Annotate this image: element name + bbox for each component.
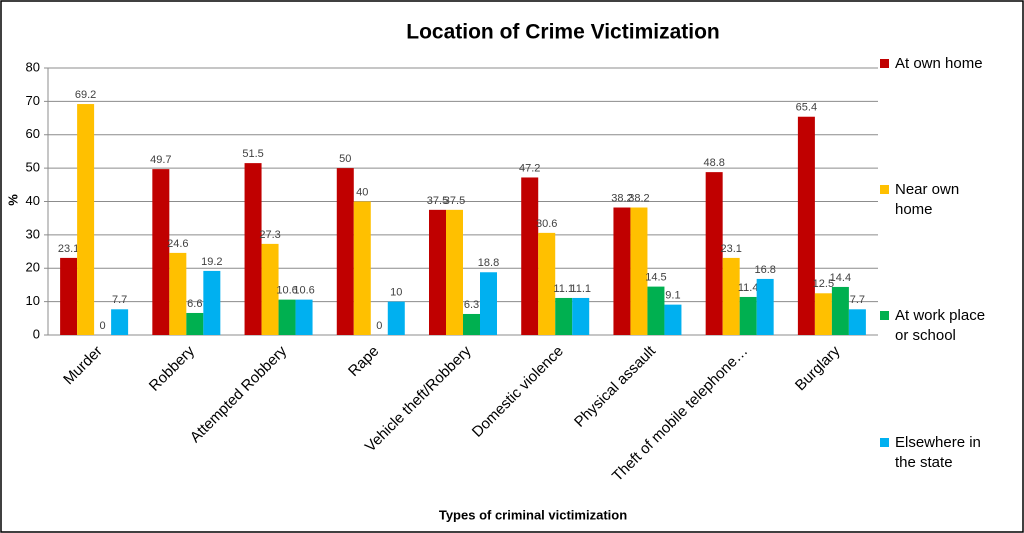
y-axis-label: % xyxy=(5,194,20,206)
data-label: 7.7 xyxy=(112,294,127,306)
data-label: 51.5 xyxy=(242,148,263,160)
chart-title: Location of Crime Victimization xyxy=(406,21,719,44)
bar xyxy=(722,257,740,335)
legend-item: Elsewhere in the state xyxy=(880,433,999,473)
data-label: 69.2 xyxy=(75,89,96,101)
legend-label: At work place or school xyxy=(895,307,986,344)
data-label: 6.6 xyxy=(187,298,202,310)
data-label: 0 xyxy=(100,320,106,332)
legend-swatch xyxy=(880,59,889,68)
data-label: 50 xyxy=(339,153,351,165)
bar xyxy=(261,243,279,335)
bar xyxy=(353,201,371,335)
bar xyxy=(480,272,497,335)
data-label: 24.6 xyxy=(167,238,188,250)
bar xyxy=(295,299,313,335)
legend-label: Near own home xyxy=(895,181,960,218)
data-label: 65.4 xyxy=(796,102,817,114)
bar xyxy=(756,278,774,335)
bar xyxy=(848,309,866,335)
data-label: 10.6 xyxy=(293,285,314,297)
bar xyxy=(613,207,631,335)
data-label: 37.5 xyxy=(427,195,448,207)
data-label: 7.7 xyxy=(850,294,865,306)
bar xyxy=(572,297,590,335)
bar xyxy=(521,177,539,335)
data-label: 10.6 xyxy=(276,285,297,297)
data-label: 16.8 xyxy=(754,264,775,276)
x-axis-label: Types of criminal victimization xyxy=(439,507,627,522)
legend-label: Elsewhere in the state xyxy=(895,434,981,471)
bar xyxy=(739,296,757,335)
data-label: 14.5 xyxy=(645,272,666,284)
bar xyxy=(60,257,78,335)
bar xyxy=(152,169,170,335)
data-label: 0 xyxy=(376,320,382,332)
data-label: 18.8 xyxy=(478,257,499,269)
y-tick-label: 80 xyxy=(26,59,40,74)
y-tick-label: 20 xyxy=(26,260,40,275)
legend-item: Near own home xyxy=(880,180,999,220)
legend-item: At own home xyxy=(880,54,999,74)
data-label: 38.2 xyxy=(611,192,632,204)
bar xyxy=(387,301,405,335)
data-label: 9.1 xyxy=(665,290,680,302)
y-tick-label: 30 xyxy=(26,226,40,241)
bar xyxy=(630,207,648,335)
y-tick-label: 10 xyxy=(26,293,40,308)
y-tick-label: 50 xyxy=(26,160,40,175)
bar xyxy=(77,104,95,335)
data-label: 12.5 xyxy=(813,278,834,290)
y-tick-label: 40 xyxy=(26,193,40,208)
data-label: 38.2 xyxy=(628,192,649,204)
data-label: 27.3 xyxy=(259,229,280,241)
bar xyxy=(429,209,446,335)
data-label: 47.2 xyxy=(519,162,540,174)
data-label: 30.6 xyxy=(536,218,557,230)
data-label: 49.7 xyxy=(150,154,171,166)
data-label: 10 xyxy=(390,287,402,299)
data-label: 23.1 xyxy=(58,243,79,255)
bar xyxy=(169,252,187,335)
bar xyxy=(555,297,573,335)
legend-swatch xyxy=(880,438,889,447)
bar xyxy=(831,286,849,335)
bar xyxy=(797,116,815,335)
data-label: 48.8 xyxy=(703,157,724,169)
bar xyxy=(278,299,296,335)
legend-label: At own home xyxy=(895,55,983,72)
y-tick-label: 70 xyxy=(26,93,40,108)
bar xyxy=(664,304,682,335)
bar xyxy=(203,270,221,335)
bar xyxy=(186,312,204,335)
bar xyxy=(647,286,665,335)
data-label: 37.5 xyxy=(444,195,465,207)
legend-swatch xyxy=(880,311,889,320)
bar xyxy=(814,293,832,335)
data-label: 40 xyxy=(356,186,368,198)
legend-swatch xyxy=(880,185,889,194)
bar xyxy=(705,172,723,335)
data-label: 23.1 xyxy=(720,243,741,255)
y-tick-label: 60 xyxy=(26,126,40,141)
data-label: 19.2 xyxy=(201,256,222,268)
legend: At own home Near own home At work place or… xyxy=(880,0,1020,533)
bar xyxy=(111,309,129,335)
bar xyxy=(538,232,556,335)
bar xyxy=(244,163,262,335)
legend-item: At work place or school xyxy=(880,306,999,346)
bar xyxy=(463,313,480,335)
data-label: 14.4 xyxy=(830,272,851,284)
bar xyxy=(446,209,463,335)
data-label: 6.3 xyxy=(464,299,479,311)
y-tick-label: 0 xyxy=(33,326,40,341)
data-label: 11.1 xyxy=(553,283,574,295)
data-label: 11.1 xyxy=(570,283,591,295)
data-label: 11.4 xyxy=(738,282,759,294)
bar xyxy=(336,168,354,335)
